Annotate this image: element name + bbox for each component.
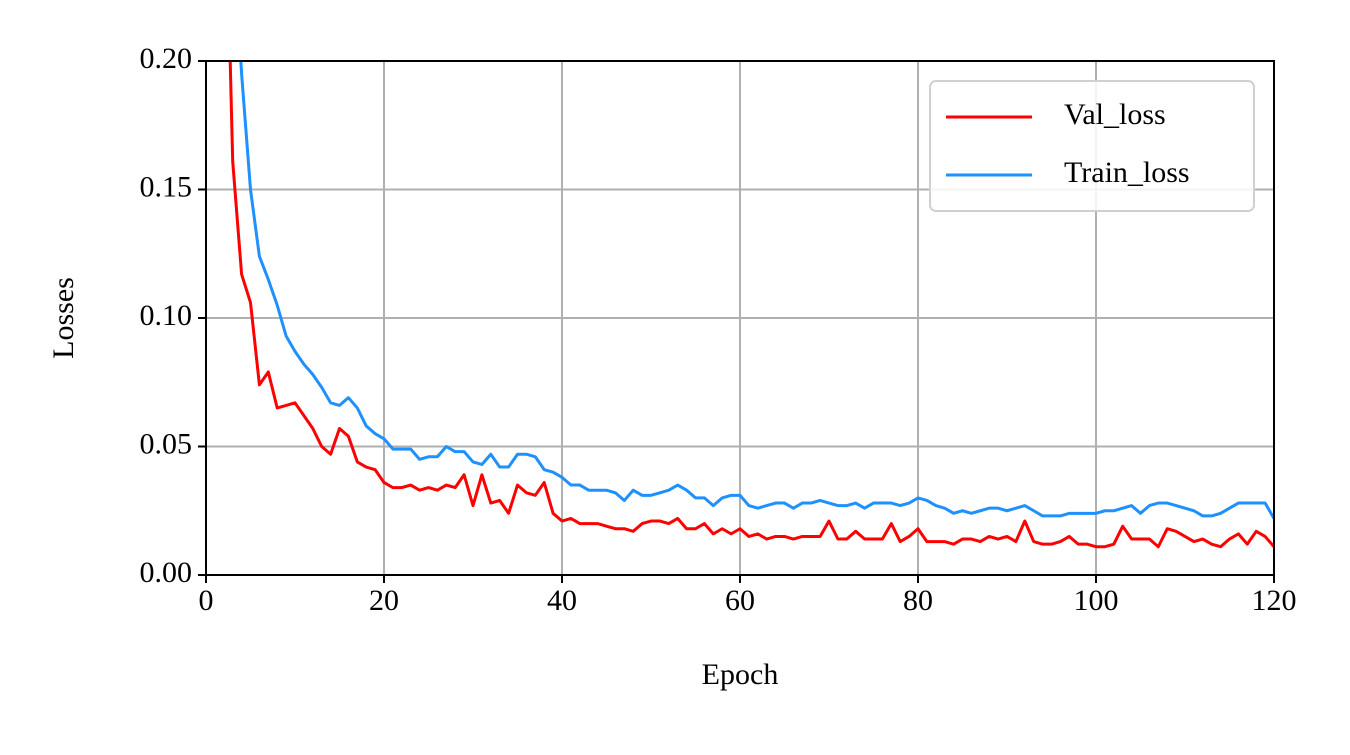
data-line	[228, 61, 1274, 549]
x-tick-label: 0	[199, 584, 214, 617]
x-tick-label: 120	[1252, 584, 1297, 617]
x-tick-label: 100	[1074, 584, 1119, 617]
y-tick-label: 0.00	[140, 556, 193, 589]
x-axis-label: Epoch	[702, 658, 779, 691]
y-tick-label: 0.10	[140, 299, 193, 332]
legend-box	[929, 80, 1255, 212]
y-tick-label: 0.15	[140, 170, 193, 203]
y-tick-label: 0.05	[140, 427, 193, 460]
y-tick-label: 0.20	[140, 42, 193, 75]
legend: Val_loss Train_loss	[929, 80, 1255, 212]
data-line	[239, 61, 1274, 520]
x-tick-label: 20	[369, 584, 399, 617]
plot-area	[228, 61, 1274, 549]
x-tick-label: 80	[903, 584, 933, 617]
x-tick-label: 60	[725, 584, 755, 617]
legend-label: Train_loss	[1064, 156, 1190, 189]
y-axis-label: Losses	[47, 277, 80, 359]
legend-label: Val_loss	[1064, 98, 1166, 131]
x-tick-label: 40	[547, 584, 577, 617]
